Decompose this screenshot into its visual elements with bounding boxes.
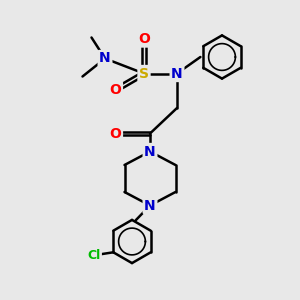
Text: N: N bbox=[144, 199, 156, 212]
Text: O: O bbox=[110, 127, 122, 140]
Text: N: N bbox=[171, 67, 183, 80]
Text: N: N bbox=[99, 52, 111, 65]
Text: O: O bbox=[138, 32, 150, 46]
Text: S: S bbox=[139, 67, 149, 80]
Text: O: O bbox=[110, 83, 122, 97]
Text: N: N bbox=[144, 145, 156, 158]
Text: Cl: Cl bbox=[87, 249, 101, 262]
